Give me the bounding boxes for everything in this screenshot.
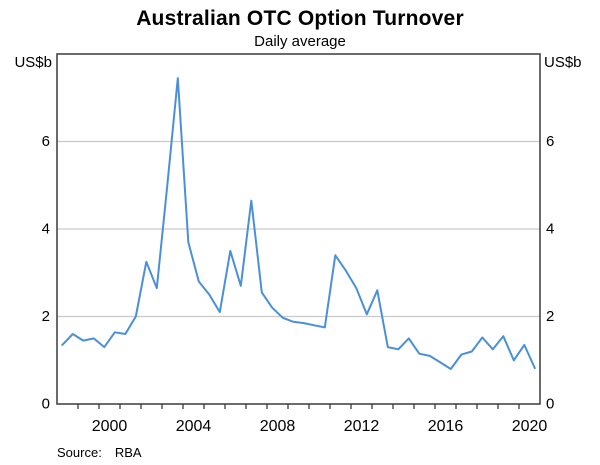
y-tick-label-left: 4: [42, 221, 50, 238]
x-tick-label: 2000: [92, 418, 128, 435]
chart-subtitle: Daily average: [254, 33, 346, 50]
source-label: Source:: [57, 445, 102, 460]
chart-title: Australian OTC Option Turnover: [136, 7, 464, 30]
y-tick-label-right: 2: [546, 308, 554, 325]
y-axis-unit-right: US$b: [544, 54, 582, 71]
x-tick-label: 2016: [428, 418, 464, 435]
data-line: [61, 77, 536, 370]
y-tick-label-left: 2: [42, 308, 50, 325]
x-tick-label: 2012: [344, 418, 380, 435]
y-tick-label-right: 0: [546, 396, 554, 413]
x-tick-label: 2004: [176, 418, 212, 435]
x-tick-label: 2008: [260, 418, 296, 435]
y-tick-label-left: 0: [42, 396, 50, 413]
y-tick-label-right: 4: [546, 221, 554, 238]
source-note: Source: RBA: [57, 445, 142, 460]
plot-frame: [56, 53, 541, 405]
y-tick-label-right: 6: [546, 133, 554, 150]
y-tick-label-left: 6: [42, 133, 50, 150]
x-tick-label: 2020: [512, 418, 548, 435]
y-axis-unit-left: US$b: [14, 54, 52, 71]
source-value: RBA: [114, 445, 142, 460]
